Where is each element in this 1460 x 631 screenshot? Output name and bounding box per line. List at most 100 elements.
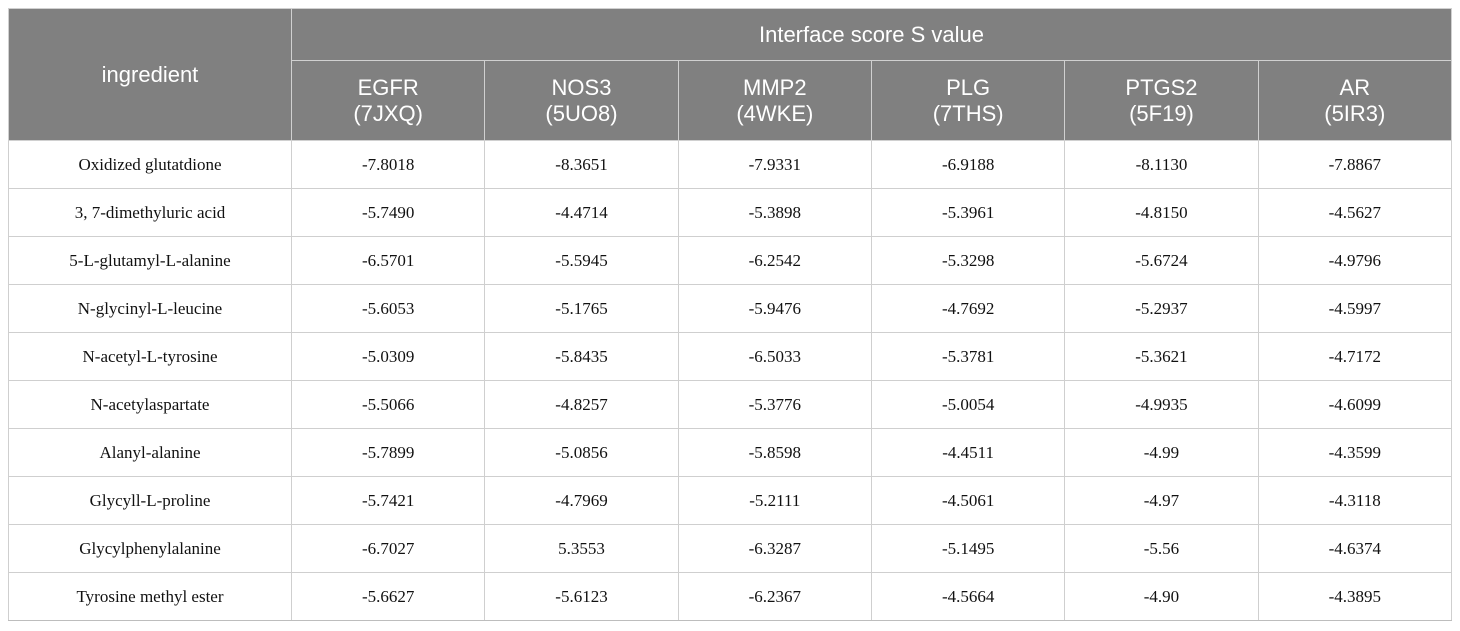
- score-cell: 5.3553: [484, 524, 679, 573]
- table-row: Alanyl-alanine -5.7899 -5.0856 -5.8598 -4.45…: [8, 428, 1453, 477]
- column-header: MMP2 (4WKE): [677, 60, 872, 141]
- score-cell: -4.5664: [870, 572, 1066, 621]
- header-row: ingredient Interface score S value: [8, 8, 1452, 141]
- ingredient-cell: N-glycinyl-L-leucine: [8, 284, 292, 333]
- score-cell: -6.5701: [290, 236, 486, 285]
- score-cell: -4.3599: [1257, 428, 1453, 477]
- score-cell: -5.6724: [1064, 236, 1259, 285]
- score-cell: -4.8150: [1064, 188, 1259, 237]
- score-cell: -8.3651: [484, 140, 679, 189]
- score-cell: -5.1495: [870, 524, 1066, 573]
- table-row: N-acetylaspartate -5.5066 -4.8257 -5.3776 -5…: [8, 380, 1453, 429]
- score-cell: -4.8257: [484, 380, 679, 429]
- column-header: AR (5IR3): [1257, 60, 1453, 141]
- ingredient-cell: Alanyl-alanine: [8, 428, 292, 477]
- column-header: PTGS2 (5F19): [1064, 60, 1259, 141]
- score-cell: -4.9935: [1064, 380, 1259, 429]
- score-cell: -5.56: [1064, 524, 1259, 573]
- score-cell: -4.4714: [484, 188, 679, 237]
- score-cell: -5.0309: [290, 332, 486, 381]
- header-row: EGFR (7JXQ) NOS3 (5UO8) MMP2 (4WKE) PLG (7THS) P…: [9, 60, 1453, 141]
- score-cell: -4.5627: [1257, 188, 1453, 237]
- column-name: AR: [1339, 74, 1371, 100]
- ingredient-cell: Glycyll-L-proline: [8, 476, 292, 525]
- ingredient-cell: 5-L-glutamyl-L-alanine: [8, 236, 292, 285]
- table-row: N-acetyl-L-tyrosine -5.0309 -5.8435 -6.5033…: [8, 332, 1453, 381]
- column-name: MMP2: [743, 74, 807, 100]
- column-name: PLG: [946, 74, 991, 100]
- ingredient-cell: N-acetyl-L-tyrosine: [8, 332, 292, 381]
- score-cell: -5.6123: [484, 572, 679, 621]
- column-pdb: (7JXQ): [353, 100, 423, 126]
- table-row: Glycyll-L-proline -5.7421 -4.7969 -5.2111 -4…: [8, 476, 1453, 525]
- score-cell: -6.3287: [677, 524, 872, 573]
- table-row: Glycylphenylalanine -6.7027 5.3553 -6.3287-…: [8, 524, 1453, 573]
- score-cell: -5.6053: [290, 284, 486, 333]
- ingredient-cell: Glycylphenylalanine: [8, 524, 292, 573]
- score-cell: -8.1130: [1064, 140, 1259, 189]
- header-cell: ingredient: [8, 8, 292, 141]
- score-cell: -5.5066: [290, 380, 486, 429]
- score-cell: -5.1765: [484, 284, 679, 333]
- ingredient-cell: Tyrosine methyl ester: [8, 572, 292, 621]
- column-header: EGFR (7JXQ): [290, 60, 486, 141]
- header-group: Interface score S value: [291, 8, 1452, 61]
- score-cell: -5.2937: [1064, 284, 1259, 333]
- score-cell: -4.7172: [1257, 332, 1453, 381]
- score-cell: -5.7490: [290, 188, 486, 237]
- table-body: Oxidized glutatdione -7.8018 -8.3651 -7.933…: [8, 140, 1453, 621]
- table-row: N-glycinyl-L-leucine -5.6053 -5.1765 -5.947…: [8, 284, 1453, 333]
- score-cell: -7.8018: [290, 140, 486, 189]
- table-row: Oxidized glutatdione -7.8018 -8.3651 -7.933…: [8, 140, 1453, 189]
- score-table: ingredient Interface score S value EGFR(…: [8, 8, 1453, 621]
- score-cell: -5.5945: [484, 236, 679, 285]
- score-cell: -4.5997: [1257, 284, 1453, 333]
- score-cell: -5.7421: [290, 476, 486, 525]
- score-cell: -5.3961: [870, 188, 1066, 237]
- score-cell: -5.8598: [677, 428, 872, 477]
- score-cell: -4.97: [1064, 476, 1259, 525]
- score-cell: -4.6374: [1257, 524, 1453, 573]
- score-cell: -5.3776: [677, 380, 872, 429]
- score-cell: -6.9188: [870, 140, 1066, 189]
- score-cell: -4.7692: [870, 284, 1066, 333]
- score-cell: -6.5033: [677, 332, 872, 381]
- ingredient-cell: Oxidized glutatdione: [8, 140, 292, 189]
- ingredient-cell: 3, 7-dimethyluric acid: [8, 188, 292, 237]
- table-row: 3, 7-dimethyluric acid -5.7490 -4.4714 -5.3…: [8, 188, 1453, 237]
- score-cell: -5.3298: [870, 236, 1066, 285]
- score-cell: -6.2542: [677, 236, 872, 285]
- column-pdb: (4WKE): [736, 100, 814, 126]
- column-name: NOS3: [551, 74, 612, 100]
- column-pdb: (5F19): [1129, 100, 1194, 126]
- score-cell: -6.7027: [290, 524, 486, 573]
- ingredient-cell: N-acetylaspartate: [8, 380, 292, 429]
- score-cell: -5.2111: [677, 476, 872, 525]
- column-pdb: (5IR3): [1324, 100, 1386, 126]
- score-cell: -7.8867: [1257, 140, 1453, 189]
- column-header: NOS3 (5UO8): [484, 60, 679, 141]
- column-pdb: (7THS): [932, 100, 1004, 126]
- score-cell: -5.6627: [290, 572, 486, 621]
- score-cell: -4.99: [1064, 428, 1259, 477]
- score-cell: -5.3781: [870, 332, 1066, 381]
- score-cell: -4.3895: [1257, 572, 1453, 621]
- score-cell: -4.9796: [1257, 236, 1453, 285]
- column-name: PTGS2: [1125, 74, 1198, 100]
- score-cell: -5.3898: [677, 188, 872, 237]
- table-head: ingredient Interface score S value EGFR(…: [8, 8, 1453, 141]
- score-cell: -5.7899: [290, 428, 486, 477]
- score-cell: -4.5061: [870, 476, 1066, 525]
- column-pdb: (5UO8): [545, 100, 618, 126]
- column-name: EGFR: [357, 74, 419, 100]
- score-cell: -4.7969: [484, 476, 679, 525]
- score-cell: -4.6099: [1257, 380, 1453, 429]
- score-cell: -5.0856: [484, 428, 679, 477]
- score-cell: -5.3621: [1064, 332, 1259, 381]
- column-header: PLG (7THS): [870, 60, 1066, 141]
- score-cell: -4.90: [1064, 572, 1259, 621]
- score-cell: -4.3118: [1257, 476, 1453, 525]
- score-cell: -7.9331: [677, 140, 872, 189]
